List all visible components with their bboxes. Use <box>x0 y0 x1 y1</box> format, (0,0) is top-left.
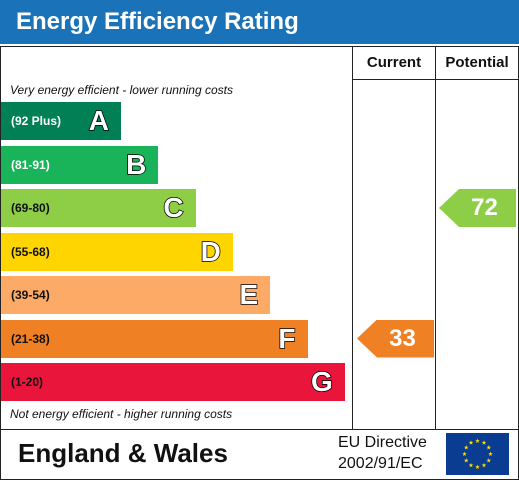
eu-flag-icon <box>446 433 509 475</box>
column-header-current: Current <box>366 54 422 71</box>
band-c: (69-80) C <box>1 189 196 227</box>
band-f: (21-38) F <box>1 319 308 358</box>
band-letter: C <box>163 191 185 224</box>
eu-star-icon <box>475 464 480 469</box>
band-letter: E <box>239 278 259 311</box>
eu-star-icon <box>475 438 480 443</box>
eu-star-icon <box>468 440 474 445</box>
note-efficient: Very energy efficient - lower running co… <box>10 83 233 97</box>
directive-line-2: 2002/91/EC <box>338 455 423 472</box>
band-letter: G <box>310 365 333 398</box>
band-e: (39-54) E <box>1 276 271 314</box>
directive-line-1: EU Directive <box>338 434 427 451</box>
eu-star-icon <box>463 458 469 463</box>
band-letter: A <box>88 104 110 137</box>
divider-footer <box>0 429 519 430</box>
divider-column-header <box>352 79 519 80</box>
eu-star-icon <box>462 451 467 456</box>
eu-star-icon <box>488 451 493 456</box>
band-range-label: (1-20) <box>11 375 44 389</box>
region-label: England & Wales <box>18 438 228 468</box>
divider-potential <box>435 46 436 430</box>
band-g: (1-20) G <box>1 363 345 401</box>
band-range-label: (21-38) <box>11 331 50 346</box>
band-range-label: (69-80) <box>11 201 50 215</box>
band-letter: F <box>278 322 297 355</box>
band-letter: B <box>125 148 147 181</box>
eu-star-icon <box>481 462 487 468</box>
column-header-potential: Potential <box>445 54 509 71</box>
band-range-label: (39-54) <box>11 288 50 302</box>
band-b: (81-91) B <box>1 145 159 184</box>
band-range-label: (81-91) <box>11 157 50 172</box>
divider-current <box>352 46 353 430</box>
eu-star-icon <box>463 445 469 450</box>
eu-star-icon <box>468 462 474 468</box>
eu-star-icon <box>481 440 487 445</box>
note-inefficient: Not energy efficient - higher running co… <box>10 407 233 421</box>
band-range-label: (55-68) <box>11 244 50 259</box>
band-d: (55-68) D <box>1 232 233 271</box>
eu-star-icon <box>486 458 492 463</box>
eu-directive: EU Directive 2002/91/EC <box>338 432 427 474</box>
band-a: (92 Plus) A <box>1 102 121 140</box>
chart-title: Energy Efficiency Rating <box>0 0 519 44</box>
band-range-label: (92 Plus) <box>11 114 62 128</box>
eu-star-icon <box>486 445 492 450</box>
band-letter: D <box>200 235 222 268</box>
